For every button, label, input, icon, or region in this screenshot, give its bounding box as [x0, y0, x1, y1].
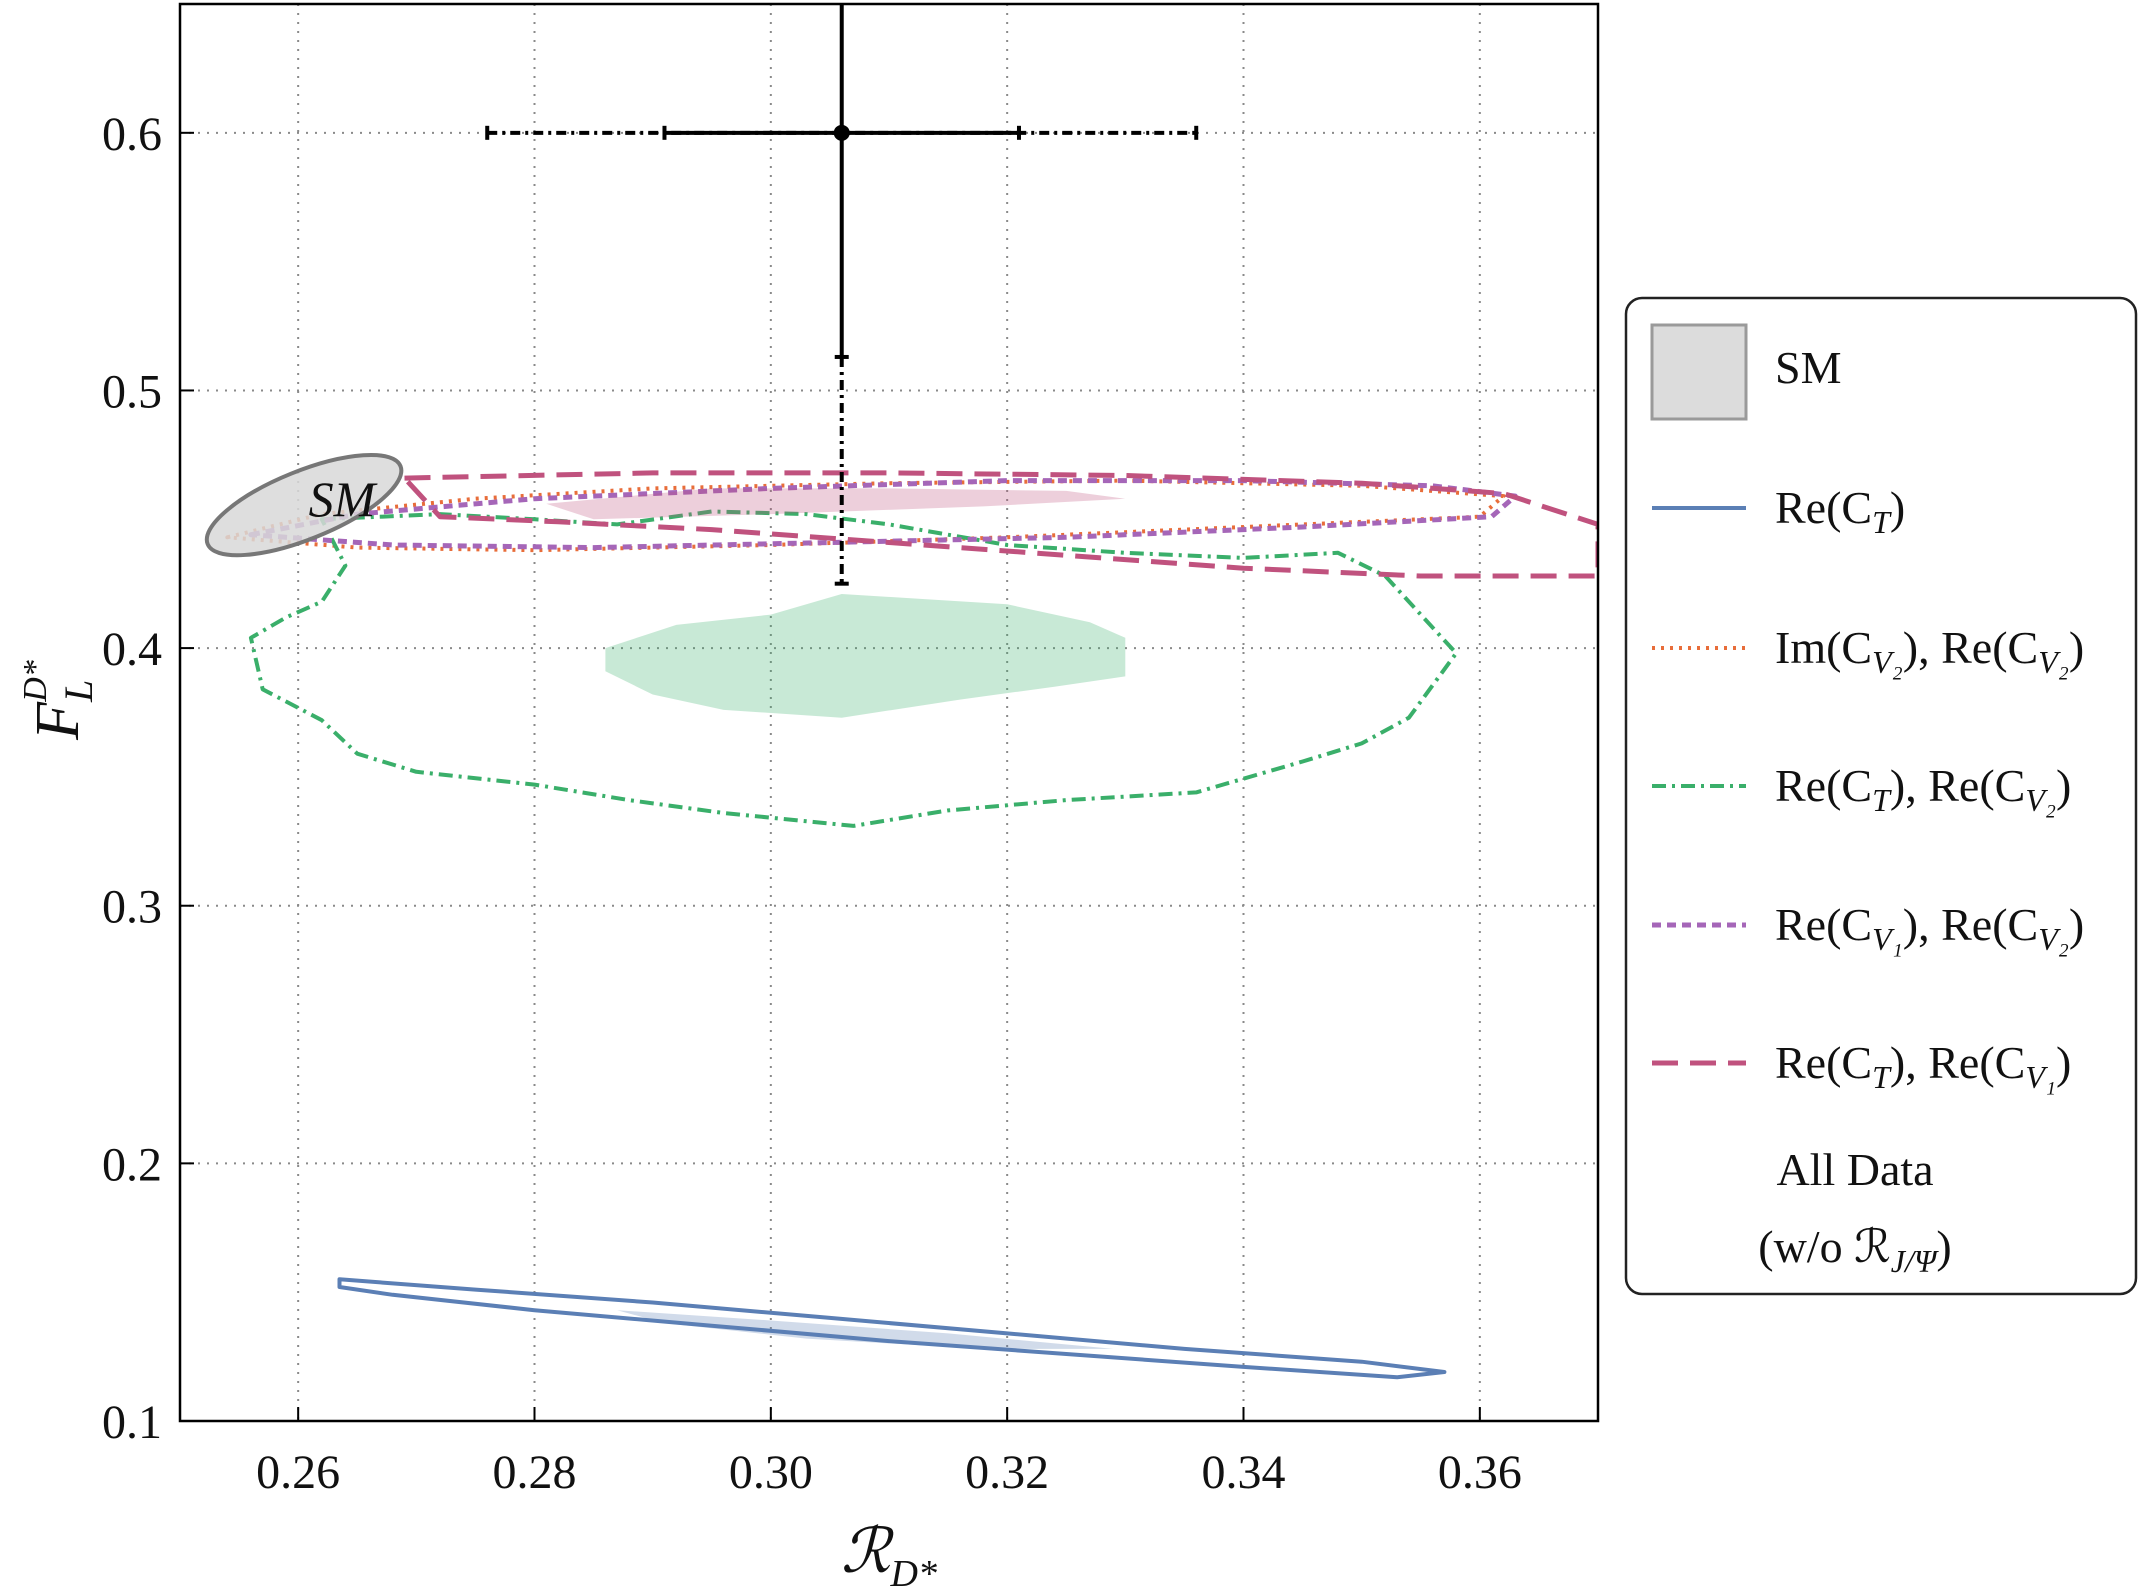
legend-label-re-cv1-re-cv2: Re(CV₁), Re(CV₂) — [1775, 899, 2084, 957]
legend-label-re-ct: Re(CT) — [1775, 482, 1905, 540]
sm-ellipse-layer — [204, 452, 404, 558]
x-axis-ticks: 0.26 0.28 0.30 0.32 0.34 0.36 — [256, 1407, 1522, 1499]
y-axis-ticks: 0.1 0.2 0.3 0.4 0.5 0.6 — [102, 108, 194, 1449]
legend: SM Re(CT) Im(CV₂), Re(CV₂) Re(CT), Re(CV… — [1624, 296, 2138, 1296]
legend-swatch-sm — [1650, 323, 1748, 421]
x-tick-label: 0.30 — [729, 1446, 813, 1499]
x-tick-label: 0.32 — [965, 1446, 1049, 1499]
region-0-fill — [617, 1310, 1114, 1349]
measurement-dot — [833, 124, 850, 141]
y-tick-label: 0.6 — [102, 108, 162, 161]
sm-ellipse — [204, 452, 404, 558]
legend-footer-line1: All Data — [1776, 1144, 1933, 1195]
legend-label-re-ct-re-cv2: Re(CT), Re(CV₂) — [1775, 760, 2071, 818]
y-axis-title-sup: D* — [17, 660, 54, 703]
x-axis-title-sub: D* — [890, 1553, 937, 1592]
regions-layer — [225, 470, 1598, 1380]
sm-label: SM — [309, 471, 378, 527]
legend-label-re-ct-re-cv1: Re(CT), Re(CV₁) — [1775, 1037, 2071, 1095]
x-axis-title-main: ℛ — [841, 1518, 895, 1586]
legend-footer-line2: (w/o ℛJ/Ψ) — [1758, 1221, 1951, 1279]
plot-frame — [178, 2, 1600, 1423]
x-tick-label: 0.26 — [256, 1446, 340, 1499]
legend-box — [1624, 296, 2138, 1296]
y-axis-title: FLD* — [17, 660, 101, 741]
x-axis-title: ℛD* — [841, 1518, 937, 1592]
y-tick-label: 0.3 — [102, 881, 162, 934]
y-tick-label: 0.1 — [102, 1396, 162, 1449]
x-tick-label: 0.28 — [493, 1446, 577, 1499]
y-tick-label: 0.4 — [102, 623, 162, 676]
grid-lines — [180, 4, 1598, 1422]
y-axis-title-main: F — [24, 701, 92, 741]
region-4-fill — [546, 488, 1126, 520]
legend-label-im-cv2-re-cv2: Im(CV₂), Re(CV₂) — [1775, 622, 2084, 680]
y-tick-label: 0.5 — [102, 365, 162, 418]
x-tick-label: 0.34 — [1202, 1446, 1286, 1499]
region-0-outline — [337, 1277, 1447, 1380]
region-4-outline — [402, 470, 1598, 579]
y-axis-title-sub: L — [56, 680, 101, 703]
x-tick-label: 0.36 — [1438, 1446, 1522, 1499]
region-2-outline — [248, 509, 1459, 828]
region-2-fill — [605, 594, 1126, 718]
y-tick-label: 0.2 — [102, 1138, 162, 1191]
measurement-point — [485, 4, 1199, 586]
legend-label-sm: SM — [1775, 342, 1841, 393]
